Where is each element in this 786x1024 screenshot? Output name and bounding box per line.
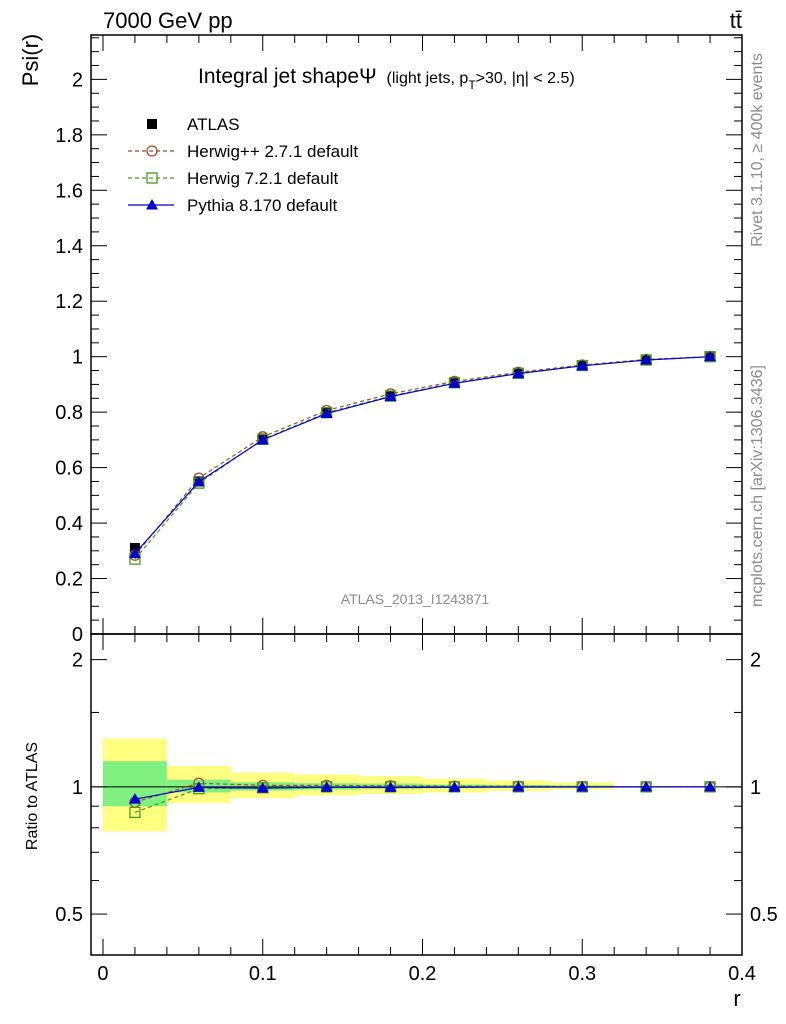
- y-tick-label: 1.4: [55, 236, 83, 258]
- point-pythia-8-170-default: [704, 350, 717, 362]
- energy-label: 7000 GeV pp: [103, 8, 233, 33]
- y-tick-label: 2: [72, 69, 83, 91]
- point-pythia-8-170-default: [512, 367, 525, 379]
- legend: ATLAS Herwig++ 2.7.1 default Herwig 7.2.1 …: [128, 115, 358, 215]
- title-sub-subscript: T: [468, 78, 476, 92]
- legend-label-herwig-7-2-1-default: Herwig 7.2.1 default: [187, 169, 338, 188]
- series-group: [128, 350, 717, 819]
- y-axis-label: Psi(r): [18, 34, 43, 87]
- x-tick-label: 0.1: [249, 963, 277, 985]
- y-tick-label: 0.2: [55, 569, 83, 591]
- chart-title: Integral jet shapeΨ (light jets, pT>30, …: [198, 65, 575, 92]
- point-pythia-8-170-default: [640, 354, 653, 365]
- ratio-axis-label: Ratio to ATLAS: [24, 742, 41, 850]
- y-tick-label: 0.6: [55, 458, 83, 480]
- series-line-pythia-8-170-default: [134, 356, 711, 554]
- x-axis-label: r: [733, 986, 740, 1011]
- point-pythia-8-170-default: [320, 407, 333, 419]
- x-tick-label: 0: [97, 963, 108, 985]
- ratio-point-pythia-8-170-default: [640, 780, 653, 792]
- ratio-plot-frame: [90, 633, 743, 956]
- ratio-tick-label-right: 2: [750, 650, 761, 672]
- rivet-label: Rivet 3.1.10, ≥ 400k events: [749, 53, 766, 247]
- y-tick-label: 1.6: [55, 180, 83, 202]
- y-tick-label: 0: [72, 624, 83, 646]
- point-pythia-8-170-default: [128, 547, 141, 559]
- legend-marker-atlas: [147, 119, 157, 129]
- ratio-point-pythia-8-170-default: [448, 781, 461, 792]
- site-label: mcplots.cern.ch [arXiv:1306.3436]: [749, 365, 766, 607]
- title-sub: (light jets, p: [387, 70, 469, 87]
- ratio-point-pythia-8-170-default: [384, 781, 397, 792]
- ratio-line-pythia-8-170-default: [134, 786, 711, 800]
- ratio-point-pythia-8-170-default: [256, 782, 269, 793]
- y-tick-label: 1.2: [55, 291, 83, 313]
- ratio-point-pythia-8-170-default: [192, 781, 205, 792]
- ratio-point-pythia-8-170-default: [512, 781, 525, 792]
- y-tick-label: 0.4: [55, 513, 83, 535]
- point-pythia-8-170-default: [448, 377, 461, 388]
- title-main: Integral jet shapeΨ: [198, 65, 377, 88]
- legend-marker-herwig-2-7-1-default: [146, 145, 158, 157]
- legend-label-herwig-2-7-1-default: Herwig++ 2.7.1 default: [187, 142, 358, 161]
- point-pythia-8-170-default: [384, 390, 397, 402]
- ratio-tick-label-right: 0.5: [750, 904, 778, 926]
- axis-ticks: 0 0.2 0.4 0.6 0.8 1 1.2 1.4 1.6 1.8 2 0 0.1 0.2 0.3 0.4…: [55, 35, 778, 985]
- legend-marker-pythia-8-170-default: [146, 199, 158, 210]
- x-tick-label: 0.2: [409, 963, 437, 985]
- ratio-tick-label: 1: [72, 777, 83, 799]
- x-tick-label: 0.3: [568, 963, 596, 985]
- legend-label-pythia-8-170-default: Pythia 8.170 default: [187, 196, 338, 215]
- ratio-tick-label-right: 1: [750, 777, 761, 799]
- point-pythia-8-170-default: [576, 359, 589, 371]
- process-label: tt̄: [730, 8, 742, 33]
- ratio-point-pythia-8-170-default: [128, 793, 141, 804]
- ratio-tick-label: 2: [72, 650, 83, 672]
- ratio-point-herwig-7-2-1-default: [129, 806, 141, 819]
- y-tick-label: 0.8: [55, 402, 83, 424]
- title-sub-rest: >30, |η| < 2.5): [476, 70, 575, 87]
- series-line-herwig-2-7-1-default: [134, 356, 711, 556]
- point-pythia-8-170-default: [256, 433, 269, 445]
- ratio-point-pythia-8-170-default: [320, 781, 333, 792]
- ratio-point-pythia-8-170-default: [704, 780, 717, 792]
- ratio-point-pythia-8-170-default: [576, 781, 589, 792]
- ratio-tick-label: 0.5: [55, 904, 83, 926]
- legend-label-atlas: ATLAS: [187, 115, 240, 134]
- x-tick-label: 0.4: [728, 963, 756, 985]
- legend-marker-herwig-7-2-1-default: [146, 172, 158, 184]
- y-tick-label: 1.8: [55, 125, 83, 147]
- y-tick-label: 1: [72, 347, 83, 369]
- analysis-label: ATLAS_2013_I1243871: [341, 591, 490, 607]
- point-pythia-8-170-default: [192, 475, 205, 487]
- ratio-line-herwig-2-7-1-default: [134, 782, 711, 803]
